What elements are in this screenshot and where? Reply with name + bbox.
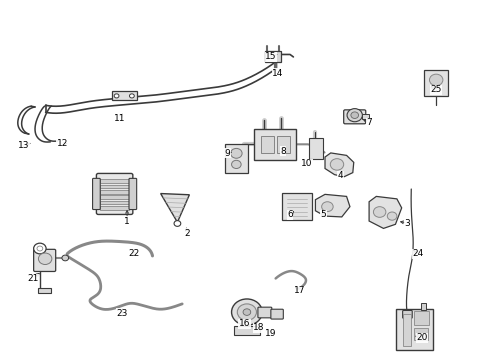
- Circle shape: [231, 160, 241, 168]
- FancyBboxPatch shape: [233, 326, 259, 336]
- FancyBboxPatch shape: [224, 144, 247, 173]
- Bar: [100, 185, 129, 188]
- Bar: [420, 303, 425, 310]
- Circle shape: [237, 304, 256, 320]
- FancyBboxPatch shape: [34, 249, 56, 271]
- Text: 19: 19: [264, 329, 276, 338]
- Text: 7: 7: [366, 118, 371, 127]
- FancyBboxPatch shape: [413, 311, 428, 325]
- Text: 20: 20: [415, 333, 427, 342]
- Bar: [276, 136, 289, 153]
- Text: 4: 4: [337, 171, 343, 180]
- Circle shape: [62, 255, 68, 261]
- Text: 22: 22: [128, 249, 140, 258]
- FancyBboxPatch shape: [423, 70, 447, 96]
- Polygon shape: [325, 153, 353, 177]
- Text: 15: 15: [264, 53, 276, 62]
- Circle shape: [386, 212, 396, 220]
- Circle shape: [350, 112, 358, 118]
- Circle shape: [321, 202, 332, 212]
- Text: 1: 1: [124, 216, 130, 225]
- Text: 16: 16: [238, 319, 250, 328]
- Circle shape: [231, 299, 262, 325]
- Text: 24: 24: [411, 249, 423, 258]
- Text: 18: 18: [253, 323, 264, 332]
- Text: 14: 14: [272, 69, 283, 78]
- Bar: [100, 190, 129, 194]
- FancyBboxPatch shape: [112, 91, 137, 100]
- Bar: [100, 201, 129, 204]
- Circle shape: [37, 246, 42, 251]
- FancyBboxPatch shape: [270, 309, 283, 319]
- Bar: [100, 195, 129, 199]
- Text: 13: 13: [18, 141, 30, 150]
- Bar: [402, 314, 410, 346]
- Polygon shape: [160, 194, 189, 222]
- FancyBboxPatch shape: [264, 51, 281, 62]
- Bar: [260, 136, 274, 153]
- Text: 3: 3: [404, 219, 409, 228]
- FancyBboxPatch shape: [96, 174, 133, 215]
- Text: 21: 21: [27, 274, 38, 283]
- FancyBboxPatch shape: [343, 110, 365, 124]
- Bar: [100, 206, 129, 210]
- Bar: [100, 179, 129, 183]
- Circle shape: [230, 148, 242, 158]
- FancyBboxPatch shape: [92, 178, 100, 210]
- Text: 2: 2: [184, 229, 189, 238]
- Text: 8: 8: [280, 147, 285, 156]
- Bar: [361, 114, 368, 119]
- FancyBboxPatch shape: [282, 193, 311, 220]
- Circle shape: [174, 221, 181, 226]
- Circle shape: [34, 243, 46, 254]
- Text: 25: 25: [429, 85, 441, 94]
- Text: 9: 9: [224, 149, 230, 158]
- Circle shape: [431, 86, 439, 92]
- Circle shape: [329, 159, 343, 170]
- Polygon shape: [315, 194, 349, 217]
- Polygon shape: [368, 197, 401, 228]
- FancyBboxPatch shape: [253, 129, 295, 160]
- Circle shape: [129, 94, 134, 98]
- Text: 11: 11: [114, 114, 125, 123]
- FancyBboxPatch shape: [308, 138, 322, 159]
- FancyBboxPatch shape: [257, 307, 271, 318]
- Text: 5: 5: [320, 210, 326, 219]
- Circle shape: [428, 74, 442, 86]
- Circle shape: [114, 94, 119, 98]
- FancyBboxPatch shape: [413, 328, 427, 339]
- Text: 12: 12: [57, 139, 68, 148]
- Text: 17: 17: [293, 286, 305, 295]
- Text: 10: 10: [301, 159, 312, 168]
- FancyBboxPatch shape: [402, 310, 411, 318]
- Circle shape: [243, 309, 250, 315]
- Circle shape: [373, 207, 385, 217]
- Text: 23: 23: [116, 309, 128, 318]
- Text: 6: 6: [286, 210, 292, 219]
- FancyBboxPatch shape: [129, 178, 137, 210]
- Circle shape: [346, 109, 362, 122]
- Circle shape: [39, 253, 52, 265]
- FancyBboxPatch shape: [38, 288, 51, 293]
- FancyBboxPatch shape: [396, 309, 432, 350]
